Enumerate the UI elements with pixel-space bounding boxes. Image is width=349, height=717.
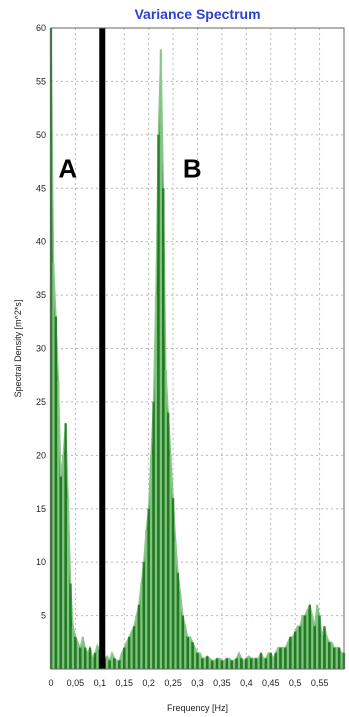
y-tick-label: 35 — [36, 290, 46, 300]
y-tick-label: 50 — [36, 130, 46, 140]
y-axis-label: Spectral Density [m^2*s] — [13, 300, 23, 398]
annotation-b: B — [183, 154, 202, 184]
y-tick-label: 20 — [36, 450, 46, 460]
y-tick-label: 10 — [36, 557, 46, 567]
x-axis-label: Frequency [Hz] — [167, 703, 228, 713]
x-tick-label: 0,5 — [289, 678, 302, 688]
x-tick-label: 0,35 — [213, 678, 231, 688]
x-tick-label: 0 — [48, 678, 53, 688]
x-tick-label: 0,25 — [164, 678, 182, 688]
y-tick-label: 30 — [36, 344, 46, 354]
x-tick-label: 0,05 — [67, 678, 85, 688]
plot-border — [50, 27, 345, 670]
y-tick-label: 25 — [36, 397, 46, 407]
x-tick-label: 0,3 — [191, 678, 204, 688]
y-tick-label: 40 — [36, 237, 46, 247]
x-tick-label: 0,55 — [311, 678, 329, 688]
chart-title: Variance Spectrum — [134, 6, 260, 22]
x-tick-label: 0,2 — [142, 678, 155, 688]
x-tick-label: 0,4 — [240, 678, 253, 688]
y-tick-label: 45 — [36, 183, 46, 193]
y-tick-label: 15 — [36, 504, 46, 514]
x-tick-label: 0,15 — [115, 678, 133, 688]
annotation-a: A — [58, 154, 77, 184]
y-tick-label: 5 — [41, 611, 46, 621]
y-tick-label: 60 — [36, 23, 46, 33]
x-tick-label: 0,1 — [94, 678, 107, 688]
x-tick-label: 0,45 — [262, 678, 280, 688]
y-tick-label: 55 — [36, 76, 46, 86]
